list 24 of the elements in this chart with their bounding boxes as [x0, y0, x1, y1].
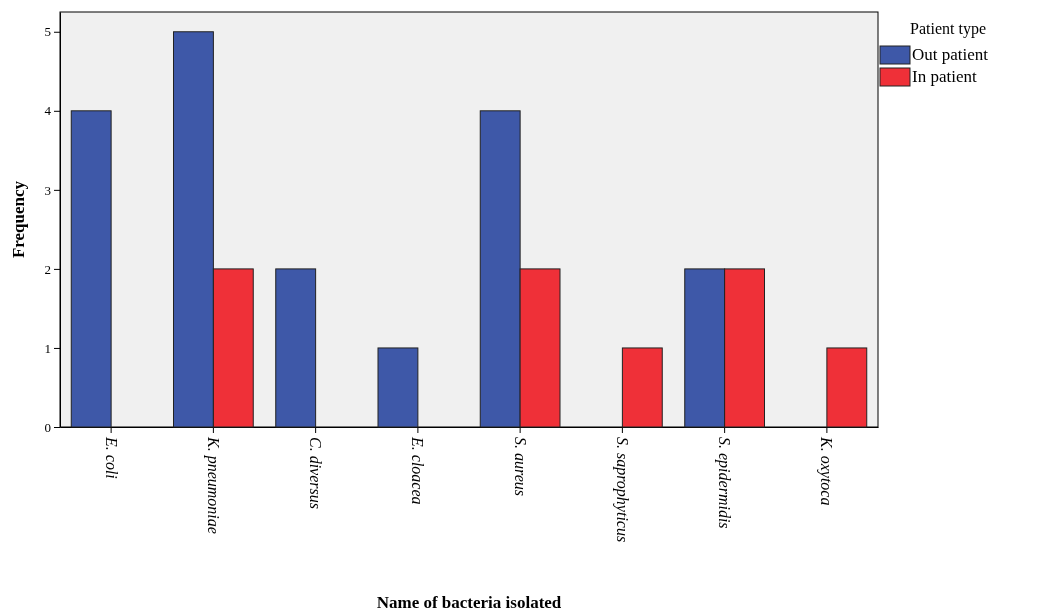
y-tick-label: 4 — [44, 103, 52, 119]
x-tick-label: S. saprophyticus — [612, 437, 631, 543]
x-tick-label: S. epidermidis — [715, 437, 734, 529]
y-tick-label: 3 — [44, 182, 51, 198]
x-tick-label: K. pneumoniae — [203, 436, 222, 534]
x-tick-label: E. coli — [102, 436, 120, 479]
y-tick-label: 1 — [44, 340, 51, 356]
bar — [621, 347, 663, 428]
bar — [377, 347, 419, 428]
bar — [70, 110, 112, 428]
x-tick-label: C. diversus — [307, 437, 325, 509]
y-axis-title: Frequency — [9, 180, 28, 259]
x-axis-title: Name of bacteria isolated — [376, 593, 562, 612]
legend-label: Out patient — [912, 45, 989, 64]
y-tick-label: 0 — [44, 419, 51, 435]
legend-label: In patient — [912, 67, 977, 86]
x-tick-label: E. cloacea — [409, 436, 427, 505]
bar — [275, 268, 317, 428]
y-tick-label: 5 — [44, 24, 51, 40]
legend-title: Patient type — [910, 20, 986, 38]
x-tick-label: S. aureus — [511, 437, 529, 496]
x-tick-label: K. oxytoca — [817, 436, 836, 506]
bar — [826, 347, 868, 428]
y-tick-label: 2 — [44, 261, 51, 277]
